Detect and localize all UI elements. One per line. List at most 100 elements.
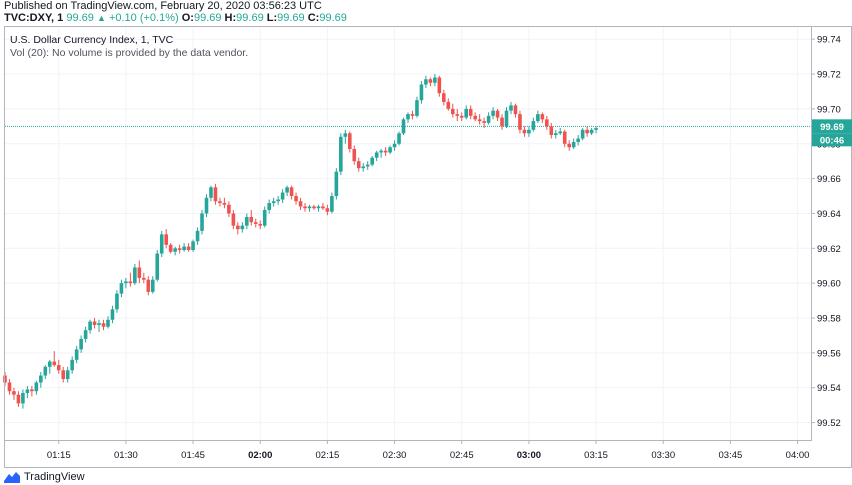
candle-body <box>571 142 576 148</box>
candle <box>155 250 160 282</box>
candle-body <box>204 197 209 214</box>
candle-body <box>455 114 460 116</box>
footer-brand[interactable]: TradingView <box>4 469 85 485</box>
candle <box>321 203 325 210</box>
candle <box>159 230 164 258</box>
low-value: 99.69 <box>277 12 305 24</box>
candle-body <box>150 279 155 292</box>
y-tick-label: 99.54 <box>817 383 841 394</box>
candle <box>374 150 379 162</box>
candle-body <box>280 192 285 200</box>
candle <box>97 319 101 332</box>
volume-note: Vol (20): No volume is provided by the d… <box>10 47 249 59</box>
candle <box>334 168 339 200</box>
candle-body <box>419 84 424 101</box>
candle <box>146 276 151 296</box>
candle-body <box>437 77 442 94</box>
candle-body <box>79 338 83 350</box>
candle-body <box>433 77 437 83</box>
candle-body <box>509 105 513 111</box>
candle-body <box>392 143 397 148</box>
candle-body <box>173 248 177 252</box>
candle-body <box>303 206 307 209</box>
candle-body <box>142 277 146 280</box>
candle <box>303 203 307 212</box>
candle-body <box>236 225 240 230</box>
candle <box>500 114 504 130</box>
candle-body <box>155 253 160 280</box>
x-tick-label: 03:00 <box>517 450 541 461</box>
chart-legend: U.S. Dollar Currency Index, 1, TVC Vol (… <box>10 34 248 60</box>
footer-brand-name: TradingView <box>24 471 85 483</box>
candle <box>558 128 563 136</box>
candle <box>150 276 155 294</box>
candle <box>240 222 245 233</box>
candle-body <box>406 114 410 120</box>
candle-body <box>253 222 258 224</box>
candle-body <box>316 206 321 209</box>
candle <box>549 122 554 139</box>
candle-body <box>500 117 504 127</box>
candle-body <box>594 128 598 130</box>
candle-body <box>370 157 374 165</box>
candle-body <box>119 283 124 294</box>
candle-body <box>168 244 173 252</box>
candle-body <box>61 370 66 380</box>
candle-body <box>164 234 168 245</box>
x-tick-label: 04:00 <box>786 450 810 461</box>
candle <box>477 114 482 125</box>
candle <box>65 366 70 383</box>
x-tick-label: 01:45 <box>181 450 205 461</box>
candle-body <box>401 119 406 134</box>
candle-body <box>477 119 482 122</box>
candle-body <box>16 394 21 404</box>
candle <box>200 209 204 235</box>
candle-body <box>124 281 128 284</box>
candle-body <box>106 319 110 327</box>
candle-body <box>495 110 500 118</box>
candle-body <box>325 208 330 212</box>
candle <box>589 128 594 136</box>
change-value: +0.10 (+0.1%) <box>108 12 179 24</box>
candle <box>267 199 271 214</box>
candle-body <box>491 110 495 116</box>
candle-body <box>249 216 254 223</box>
candle-body <box>585 129 589 134</box>
candle <box>352 145 357 165</box>
candle-body <box>262 209 267 226</box>
candle-body <box>374 152 379 158</box>
candle-body <box>347 133 352 149</box>
low-label: L: <box>266 12 278 24</box>
candle-body <box>43 366 48 376</box>
candle-body <box>562 131 567 144</box>
candle <box>415 96 419 118</box>
candle-body <box>379 150 383 153</box>
candle <box>536 110 540 123</box>
close-label: C: <box>307 12 320 24</box>
candle-body <box>339 136 343 172</box>
candle <box>495 108 500 122</box>
y-tick-label: 99.70 <box>817 104 841 115</box>
candle-body <box>240 225 245 230</box>
candle <box>186 243 191 252</box>
candle <box>110 305 115 324</box>
candle <box>464 105 469 120</box>
candle <box>397 131 401 146</box>
candle <box>61 366 66 383</box>
candle-body <box>589 129 594 134</box>
candle-body <box>101 323 106 327</box>
candle-body <box>182 246 186 251</box>
candle <box>128 272 133 287</box>
candle-body <box>513 105 518 115</box>
candle-body <box>74 349 79 360</box>
y-tick-label: 99.58 <box>817 314 841 325</box>
candlestick-chart[interactable]: 99.7499.7299.7099.6899.6699.6499.6299.60… <box>0 0 852 470</box>
candle <box>21 389 25 409</box>
candle <box>298 197 303 210</box>
candle <box>509 101 513 115</box>
legend-title: U.S. Dollar Currency Index, 1, TVC <box>10 34 174 46</box>
candle <box>545 115 549 130</box>
candle-body <box>330 196 334 212</box>
candle-body <box>567 143 571 148</box>
candle <box>576 135 580 146</box>
